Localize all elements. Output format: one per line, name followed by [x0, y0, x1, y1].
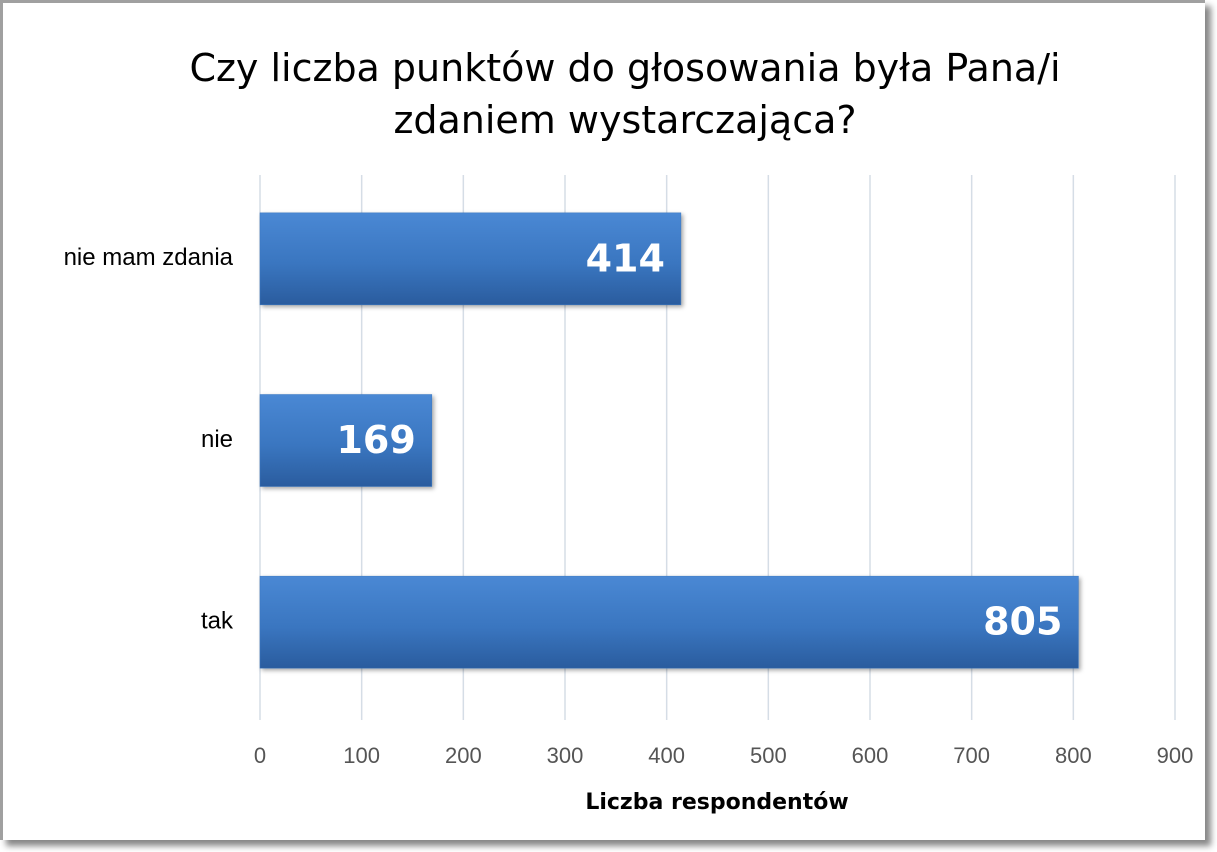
chart-title: Czy liczba punktów do głosowania była Pa… [189, 46, 1061, 142]
x-tick-label: 600 [852, 743, 889, 768]
x-axis-title: Liczba respondentów [585, 790, 848, 815]
y-tick-label: nie mam zdania [64, 244, 234, 271]
bar [259, 212, 682, 306]
bar [259, 575, 1079, 669]
x-tick-label: 100 [343, 743, 380, 768]
y-tick-label: tak [201, 608, 234, 635]
x-tick-label: 0 [254, 743, 266, 768]
data-label: 414 [586, 236, 665, 280]
x-tick-label: 800 [1055, 743, 1092, 768]
x-tick-label: 200 [445, 743, 482, 768]
x-tick-label: 300 [547, 743, 584, 768]
bar [259, 394, 433, 487]
x-tick-label: 400 [648, 743, 685, 768]
x-tick-label: 500 [750, 743, 787, 768]
data-label: 169 [336, 418, 415, 462]
data-label: 805 [983, 600, 1062, 644]
chart-frame [0, 0, 1205, 840]
x-tick-label: 700 [953, 743, 990, 768]
y-tick-label: nie [201, 426, 233, 453]
x-tick-label: 900 [1157, 743, 1194, 768]
